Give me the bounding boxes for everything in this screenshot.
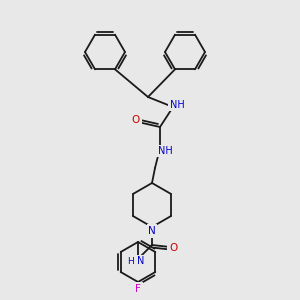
Text: F: F [135,284,141,294]
Text: N: N [148,226,156,236]
Text: NH: NH [169,100,184,110]
Text: H: H [128,256,134,266]
Text: NH: NH [158,146,172,156]
Text: O: O [169,243,177,253]
Text: N: N [137,256,145,266]
Text: O: O [132,115,140,125]
